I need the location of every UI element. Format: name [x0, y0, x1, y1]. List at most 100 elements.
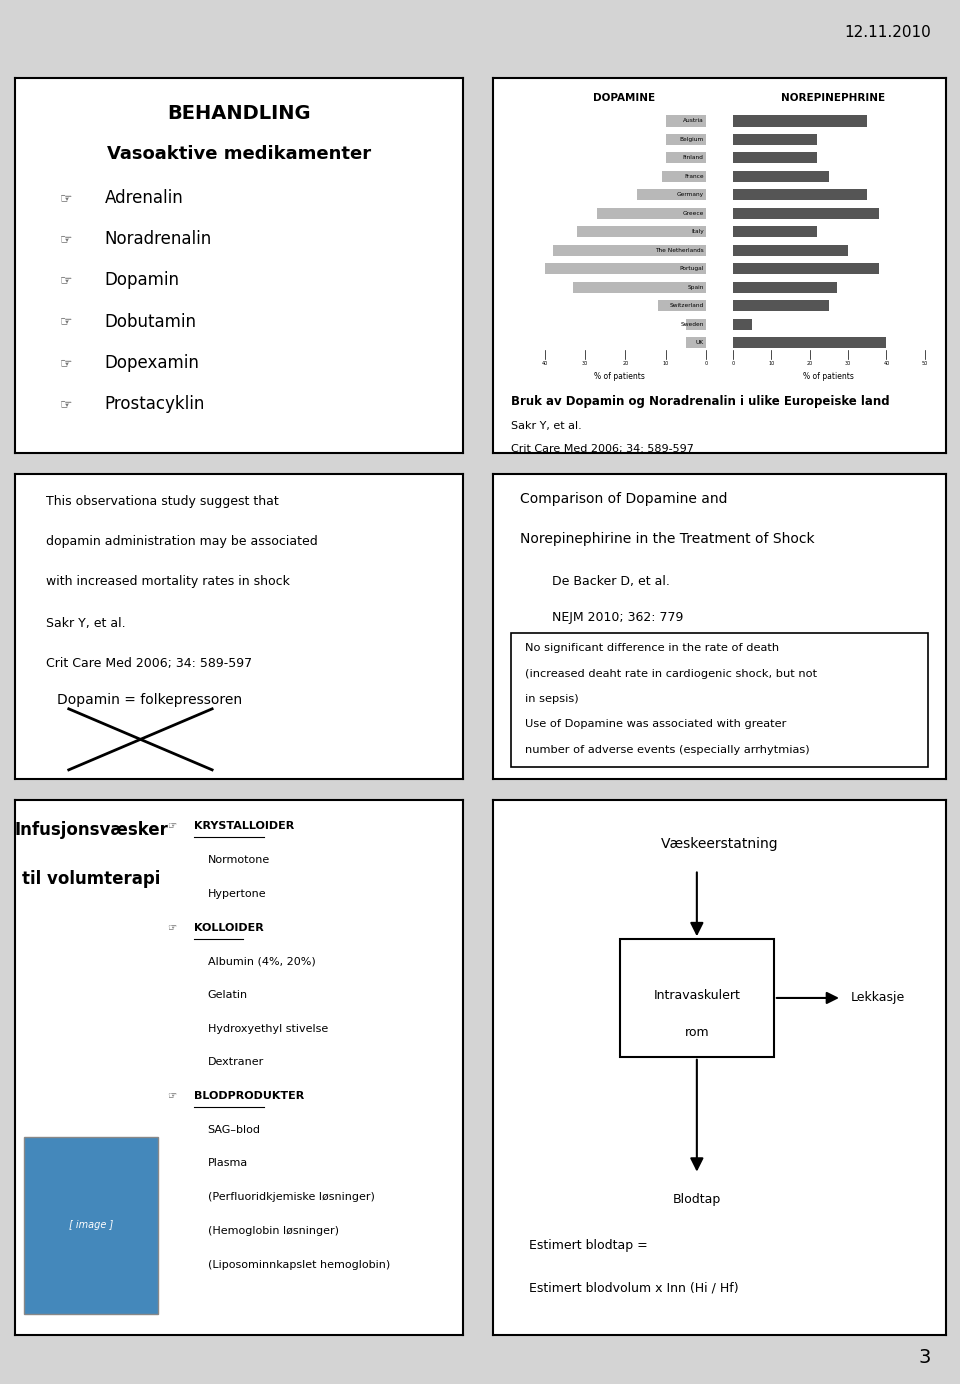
- Text: DOPAMINE: DOPAMINE: [593, 93, 656, 102]
- Text: ☞: ☞: [60, 274, 72, 288]
- Text: Estimert blodvolum x Inn (Hi / Hf): Estimert blodvolum x Inn (Hi / Hf): [529, 1282, 739, 1294]
- Bar: [665, 152, 706, 163]
- Text: Albumin (4%, 20%): Albumin (4%, 20%): [207, 956, 316, 966]
- Text: ☞: ☞: [60, 356, 72, 370]
- Text: 30: 30: [582, 361, 588, 367]
- Bar: [637, 190, 706, 201]
- Text: ☞: ☞: [60, 314, 72, 329]
- Text: Normotone: Normotone: [207, 855, 270, 865]
- Text: % of patients: % of patients: [803, 372, 853, 382]
- Text: Blodtap: Blodtap: [673, 1193, 721, 1207]
- Bar: [733, 170, 828, 181]
- Bar: [733, 281, 836, 292]
- Text: France: France: [684, 174, 704, 179]
- Text: Greece: Greece: [683, 210, 704, 216]
- Bar: [733, 208, 878, 219]
- Text: De Backer D, et al.: De Backer D, et al.: [552, 574, 670, 588]
- Text: Comparison of Dopamine and: Comparison of Dopamine and: [520, 493, 728, 507]
- Bar: [733, 190, 867, 201]
- Text: Italy: Italy: [691, 230, 704, 234]
- Text: ☞: ☞: [167, 923, 177, 933]
- Text: KRYSTALLOIDER: KRYSTALLOIDER: [194, 821, 295, 832]
- Text: (Hemoglobin løsninger): (Hemoglobin løsninger): [207, 1226, 339, 1236]
- Bar: [685, 318, 706, 329]
- Text: BLODPRODUKTER: BLODPRODUKTER: [194, 1091, 304, 1102]
- Text: 20: 20: [806, 361, 813, 367]
- Text: Vasoaktive medikamenter: Vasoaktive medikamenter: [107, 145, 372, 163]
- Bar: [661, 170, 706, 181]
- Text: % of patients: % of patients: [594, 372, 645, 382]
- Text: Gelatin: Gelatin: [207, 990, 248, 999]
- Text: 12.11.2010: 12.11.2010: [845, 25, 931, 40]
- Bar: [553, 245, 706, 256]
- Text: Sweden: Sweden: [681, 321, 704, 327]
- Text: Adrenalin: Adrenalin: [105, 190, 183, 208]
- Text: ☞: ☞: [167, 821, 177, 832]
- Bar: [685, 336, 706, 347]
- Bar: [733, 152, 817, 163]
- Text: Bruk av Dopamin og Noradrenalin i ulike Europeiske land: Bruk av Dopamin og Noradrenalin i ulike …: [511, 394, 890, 408]
- Text: Austria: Austria: [683, 119, 704, 123]
- Bar: [511, 632, 928, 767]
- Bar: [665, 134, 706, 145]
- Text: ☞: ☞: [60, 397, 72, 411]
- Text: Estimert blodtap =: Estimert blodtap =: [529, 1239, 648, 1251]
- Text: Prostacyklin: Prostacyklin: [105, 396, 205, 414]
- Text: (increased deaht rate in cardiogenic shock, but not: (increased deaht rate in cardiogenic sho…: [525, 668, 817, 678]
- Text: Dobutamin: Dobutamin: [105, 313, 197, 331]
- Text: in sepsis): in sepsis): [525, 693, 578, 704]
- Text: ☞: ☞: [60, 191, 72, 205]
- Text: SAG–blod: SAG–blod: [207, 1125, 260, 1135]
- Text: Lekkasje: Lekkasje: [851, 991, 905, 1005]
- Bar: [24, 1138, 158, 1313]
- Text: (Liposominnkapslet hemoglobin): (Liposominnkapslet hemoglobin): [207, 1259, 390, 1269]
- Text: Crit Care Med 2006; 34: 589-597: Crit Care Med 2006; 34: 589-597: [511, 444, 694, 454]
- Text: Dextraner: Dextraner: [207, 1057, 264, 1067]
- Text: 40: 40: [883, 361, 890, 367]
- Text: Norepinephirine in the Treatment of Shock: Norepinephirine in the Treatment of Shoc…: [520, 531, 815, 545]
- Text: (Perfluoridkjemiske løsninger): (Perfluoridkjemiske løsninger): [207, 1192, 374, 1203]
- Text: Belgium: Belgium: [680, 137, 704, 143]
- Bar: [733, 318, 753, 329]
- Text: Use of Dopamine was associated with greater: Use of Dopamine was associated with grea…: [525, 720, 786, 729]
- Text: UK: UK: [695, 340, 704, 345]
- Text: 20: 20: [622, 361, 629, 367]
- Text: with increased mortality rates in shock: with increased mortality rates in shock: [46, 574, 290, 588]
- Text: Crit Care Med 2006; 34: 589-597: Crit Care Med 2006; 34: 589-597: [46, 657, 252, 670]
- Text: Dopexamin: Dopexamin: [105, 354, 200, 372]
- Text: Hydroxyethyl stivelse: Hydroxyethyl stivelse: [207, 1024, 328, 1034]
- Text: rom: rom: [684, 1026, 709, 1039]
- Text: Portugal: Portugal: [680, 266, 704, 271]
- Text: Dopamin: Dopamin: [105, 271, 180, 289]
- Text: til volumterapi: til volumterapi: [22, 869, 160, 887]
- Text: Finland: Finland: [683, 155, 704, 161]
- Bar: [620, 940, 774, 1057]
- Text: 10: 10: [662, 361, 669, 367]
- Text: NOREPINEPHRINE: NOREPINEPHRINE: [780, 93, 885, 102]
- Bar: [577, 226, 706, 237]
- Text: 0: 0: [732, 361, 734, 367]
- Text: Dopamin = folkepressoren: Dopamin = folkepressoren: [57, 693, 242, 707]
- Text: dopamin administration may be associated: dopamin administration may be associated: [46, 536, 318, 548]
- Bar: [733, 263, 878, 274]
- Text: Sakr Y, et al.: Sakr Y, et al.: [511, 421, 582, 432]
- Text: Væskeerstatning: Væskeerstatning: [660, 837, 779, 851]
- Text: BEHANDLING: BEHANDLING: [167, 104, 311, 123]
- Text: Intravaskulert: Intravaskulert: [654, 988, 740, 1002]
- Text: No significant difference in the rate of death: No significant difference in the rate of…: [525, 644, 779, 653]
- Text: Hypertone: Hypertone: [207, 889, 266, 898]
- Bar: [733, 115, 867, 126]
- Text: [ image ]: [ image ]: [69, 1221, 113, 1230]
- Text: 50: 50: [922, 361, 928, 367]
- Bar: [733, 336, 886, 347]
- Bar: [597, 208, 706, 219]
- Bar: [733, 226, 817, 237]
- Text: Noradrenalin: Noradrenalin: [105, 230, 212, 248]
- Text: Switzerland: Switzerland: [669, 303, 704, 309]
- Text: 40: 40: [541, 361, 548, 367]
- Bar: [658, 300, 706, 311]
- Bar: [733, 300, 828, 311]
- Text: Plasma: Plasma: [207, 1158, 248, 1168]
- Text: The Netherlands: The Netherlands: [655, 248, 704, 253]
- Text: 30: 30: [845, 361, 852, 367]
